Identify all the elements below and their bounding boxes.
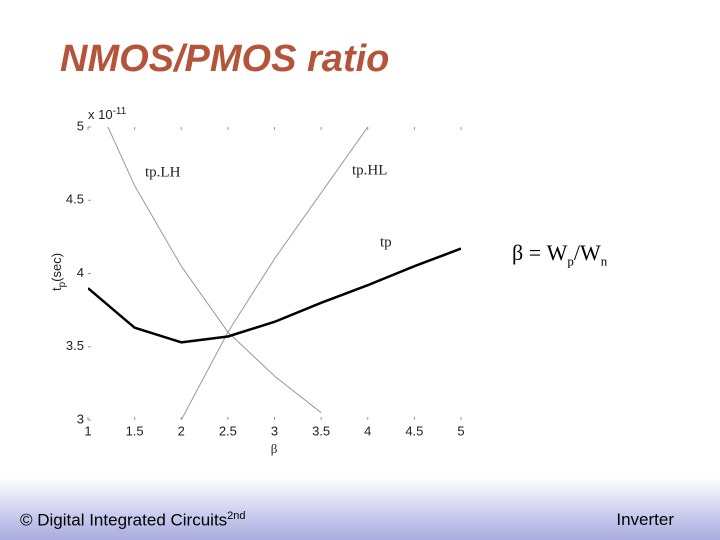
multiplier-exponent: -11	[113, 106, 127, 117]
x-tick-label: 3	[271, 423, 278, 438]
axis-multiplier: x 10-11	[88, 106, 127, 123]
x-tick-label: 1	[84, 423, 91, 438]
y-tick-label: 3	[77, 411, 84, 426]
slide-title: NMOS/PMOS ratio	[60, 38, 390, 80]
footer-text: © Digital Integrated Circuits	[20, 510, 228, 530]
footer-right: Inverter	[616, 510, 674, 529]
y-label-main: t	[49, 287, 64, 291]
footer: © Digital Integrated Circuits2nd Inverte…	[0, 478, 720, 540]
y-tick-label: 3.5	[66, 338, 84, 353]
formula-part: β = W	[512, 240, 568, 265]
footer-sup: 2nd	[227, 510, 246, 522]
y-label-rest: (sec)	[49, 253, 64, 282]
series-line	[107, 127, 322, 414]
x-tick-label: 2.5	[219, 423, 237, 438]
x-tick-label: 4.5	[405, 423, 423, 438]
x-tick-label: 4	[364, 423, 371, 438]
x-tick-label: 5	[457, 423, 464, 438]
formula-part: /W	[573, 240, 601, 265]
series-line	[88, 247, 461, 344]
multiplier-base: x 10	[88, 107, 113, 122]
formula: β = Wp/Wn	[512, 240, 607, 269]
y-tick-label: 4	[77, 265, 84, 280]
formula-sub: p	[567, 253, 574, 269]
x-axis-label: β	[271, 441, 278, 456]
series-label: tp.LH	[145, 164, 181, 180]
chart: tp.LH tp.HL tp x 10-11 tp(sec) β 33.544.…	[49, 106, 464, 456]
formula-sub: n	[600, 253, 608, 269]
y-label-sub: p	[57, 281, 68, 287]
series-line	[180, 127, 369, 420]
x-tick-label: 2	[178, 423, 185, 438]
y-tick-label: 4.5	[66, 192, 84, 207]
series-label: tp.HL	[352, 162, 387, 178]
y-axis-label: tp(sec)	[49, 253, 67, 291]
x-tick-label: 3.5	[312, 423, 330, 438]
series-label: tp	[380, 234, 392, 250]
y-tick-label: 5	[77, 118, 84, 133]
x-tick-label: 1.5	[126, 423, 144, 438]
footer-left: © Digital Integrated Circuits2nd	[20, 510, 246, 531]
